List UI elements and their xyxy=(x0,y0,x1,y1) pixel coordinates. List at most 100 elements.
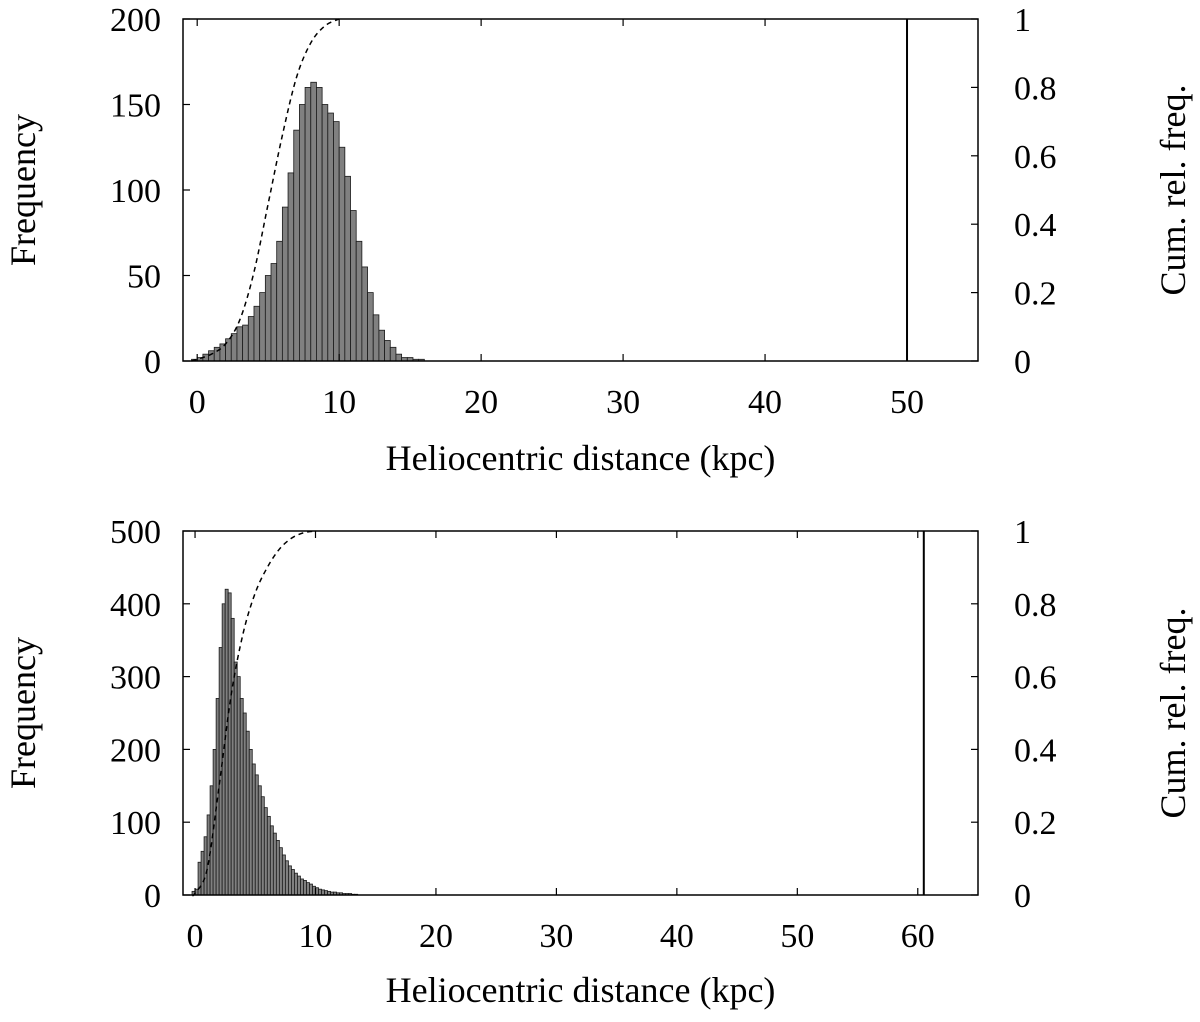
plot-frame xyxy=(182,530,979,896)
x-tick-label: 0 xyxy=(189,384,206,421)
histogram-bar xyxy=(269,825,274,896)
y2-tick-label: 0.6 xyxy=(1014,660,1057,697)
histogram-bar xyxy=(304,87,312,362)
x-tick-label: 60 xyxy=(901,918,935,955)
histogram-bar xyxy=(221,603,226,896)
histogram-bar xyxy=(378,329,385,362)
histogram-bar xyxy=(355,240,363,362)
histogram-bar xyxy=(395,353,403,362)
y2-tick-label: 0.8 xyxy=(1014,587,1057,624)
histogram-bar xyxy=(253,305,261,362)
histogram-bar xyxy=(260,796,265,896)
histogram-bar xyxy=(215,698,220,896)
histogram-bar xyxy=(254,774,259,896)
histogram-bar xyxy=(276,240,283,362)
x-tick-label: 40 xyxy=(748,384,782,421)
histogram-bar xyxy=(242,712,247,896)
y-tick-label: 150 xyxy=(110,88,161,125)
histogram-bar xyxy=(247,316,255,362)
histogram-bar xyxy=(318,888,322,896)
x-tick-label: 10 xyxy=(299,918,333,955)
y-tick-label: 400 xyxy=(110,587,161,624)
histogram-bar xyxy=(309,883,313,896)
histogram-bar xyxy=(278,847,283,896)
histogram-bar xyxy=(306,882,310,896)
histogram-bar xyxy=(224,588,229,896)
histogram-bar xyxy=(230,617,235,896)
histogram-bar xyxy=(303,880,307,896)
histogram-bar xyxy=(297,875,301,896)
y-tick-label: 500 xyxy=(110,514,161,551)
y-tick-label: 300 xyxy=(110,660,161,697)
secondary-y-axis-label: Cum. rel. freq. xyxy=(1153,608,1193,819)
y2-tick-label: 1 xyxy=(1014,2,1031,39)
y2-tick-label: 0.4 xyxy=(1014,207,1057,244)
histogram-bar xyxy=(266,815,271,896)
histogram-bar xyxy=(275,840,280,896)
histogram-bar xyxy=(242,324,249,362)
histogram-bar xyxy=(200,850,205,896)
y-axis-label: Frequency xyxy=(3,637,43,789)
y-tick-label: 50 xyxy=(127,259,161,296)
histogram-bar xyxy=(294,872,298,896)
bars xyxy=(191,81,425,362)
x-axis-label: Heliocentric distance (kpc) xyxy=(386,970,776,1010)
histogram-bar xyxy=(257,785,262,896)
x-tick-label: 30 xyxy=(539,918,573,955)
histogram-bar xyxy=(212,749,217,896)
histogram-bar xyxy=(291,869,295,896)
y2-tick-label: 0.6 xyxy=(1014,139,1057,176)
histogram-bar xyxy=(264,275,272,362)
histogram-bar xyxy=(344,175,351,362)
histogram-bar xyxy=(293,129,300,362)
histogram-bar xyxy=(299,104,306,362)
x-tick-label: 0 xyxy=(187,918,204,955)
x-tick-label: 10 xyxy=(322,384,356,421)
axis-ticks: 0 10 20 30 40 50 0 50 100 150 200 0 0.2 0.4 0.6 0.8 1 xyxy=(110,2,1057,421)
y-tick-label: 100 xyxy=(110,173,161,210)
histogram-bar xyxy=(321,104,329,362)
bars xyxy=(191,588,359,896)
histogram-bar xyxy=(327,112,334,362)
histogram-bar xyxy=(321,889,325,896)
y-tick-label: 100 xyxy=(110,805,161,842)
y2-tick-label: 0 xyxy=(1014,878,1031,915)
histogram-bar xyxy=(209,785,214,896)
histogram-bar xyxy=(230,333,238,362)
histogram-bar xyxy=(270,263,278,362)
y2-tick-label: 0 xyxy=(1014,344,1031,381)
histogram-bar xyxy=(310,81,317,362)
x-tick-label: 20 xyxy=(464,384,498,421)
histogram-bar xyxy=(233,661,238,896)
histogram-bar xyxy=(389,346,397,362)
histogram-bar xyxy=(338,146,346,362)
y2-tick-label: 0.2 xyxy=(1014,276,1057,313)
histogram-panel-top: 0 10 20 30 40 50 0 50 100 150 200 0 0.2 0.4 0.6 0.8 1 He… xyxy=(3,2,1193,478)
cumulative-frequency-curve xyxy=(191,530,316,897)
histogram-bar xyxy=(333,121,340,362)
histogram-bar xyxy=(281,854,286,896)
histogram-bar xyxy=(287,172,295,362)
histogram-bar xyxy=(251,763,256,896)
x-axis-label: Heliocentric distance (kpc) xyxy=(386,438,776,478)
cumulative-frequency-curve xyxy=(191,18,340,362)
y-tick-label: 200 xyxy=(110,732,161,769)
x-tick-label: 40 xyxy=(660,918,694,955)
histogram-bar xyxy=(219,343,226,362)
histogram-bar xyxy=(263,807,268,896)
histogram-bar xyxy=(284,860,289,896)
y2-tick-label: 0.2 xyxy=(1014,805,1057,842)
y-axis-label: Frequency xyxy=(3,114,43,266)
y-tick-label: 0 xyxy=(144,344,161,381)
histogram-bar xyxy=(248,749,253,896)
histogram-bar xyxy=(384,340,391,362)
histogram-bar xyxy=(203,836,208,896)
y2-tick-label: 1 xyxy=(1014,514,1031,551)
x-tick-label: 50 xyxy=(890,384,924,421)
histogram-bar xyxy=(287,865,292,896)
histogram-bar xyxy=(236,326,244,362)
histogram-bar xyxy=(350,210,357,362)
histogram-panel-bottom: 0 10 20 30 40 50 60 0 100 200 300 400 500 0 0.2 0.4 0.6 0… xyxy=(3,514,1193,1010)
histogram-bar xyxy=(245,730,250,896)
